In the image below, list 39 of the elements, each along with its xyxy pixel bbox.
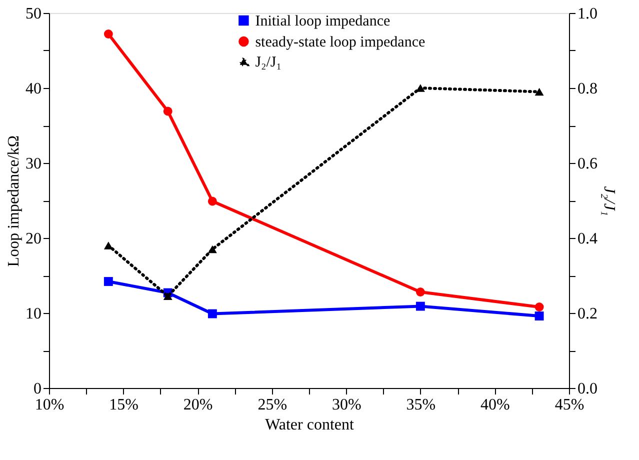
y2-tick-label: 0.0 bbox=[578, 380, 598, 398]
y-tick-label: 10 bbox=[26, 306, 42, 322]
y2-tick-label: 0.8 bbox=[578, 80, 598, 98]
y-tick-label: 40 bbox=[26, 80, 42, 98]
point bbox=[416, 288, 425, 296]
y-axis-title: Loop impedance/kΩ bbox=[6, 135, 22, 267]
point bbox=[416, 302, 425, 311]
point bbox=[208, 245, 217, 254]
x-tick-label: 35% bbox=[406, 396, 436, 414]
point bbox=[104, 30, 113, 38]
x-tick-label: 10% bbox=[34, 396, 64, 414]
legend-label: J₂/J₁ bbox=[255, 54, 282, 70]
y2-axis-title: J₂/J₁ bbox=[600, 186, 618, 216]
y-tick-label: 30 bbox=[26, 156, 42, 172]
point bbox=[208, 196, 217, 206]
y-tick-label: 0 bbox=[34, 380, 42, 398]
point bbox=[104, 277, 113, 286]
point bbox=[534, 302, 544, 312]
x-tick-label: 40% bbox=[480, 396, 510, 414]
y2-tick-label: 1.0 bbox=[578, 6, 598, 22]
x-tick-label: 20% bbox=[183, 396, 213, 414]
x-axis-title: Water content bbox=[265, 416, 354, 434]
y-tick-label: 20 bbox=[26, 230, 42, 248]
x-tick-label: 15% bbox=[109, 396, 138, 414]
y2-tick-label: 0.2 bbox=[578, 306, 598, 322]
point bbox=[104, 242, 113, 250]
x-tick-label: 30% bbox=[332, 396, 362, 414]
point bbox=[163, 106, 172, 116]
y2-tick-label: 0.6 bbox=[578, 156, 598, 172]
x-tick-label: 45% bbox=[554, 396, 584, 414]
legend-label: steady-state loop impedance bbox=[255, 34, 426, 50]
point bbox=[534, 88, 544, 96]
point bbox=[163, 292, 172, 300]
legend-label: Initial loop impedance bbox=[255, 14, 390, 30]
y2-tick-label: 0.4 bbox=[578, 230, 598, 248]
point bbox=[534, 312, 544, 320]
y-tick-label: 50 bbox=[26, 6, 42, 22]
point bbox=[208, 309, 217, 318]
x-tick-label: 25% bbox=[258, 396, 288, 414]
